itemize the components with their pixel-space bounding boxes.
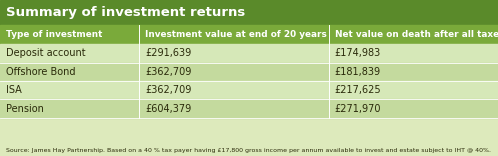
Text: £271,970: £271,970 [335, 104, 381, 114]
Bar [0, 25, 139, 44]
Text: Net value on death after all taxes: Net value on death after all taxes [335, 30, 498, 39]
Text: £291,639: £291,639 [145, 48, 192, 58]
Bar [139, 44, 329, 63]
Text: Deposit account: Deposit account [6, 48, 86, 58]
Text: Investment value at end of 20 years: Investment value at end of 20 years [145, 30, 327, 39]
Bar [0, 44, 139, 63]
Bar [329, 81, 498, 99]
Bar [139, 99, 329, 118]
Text: £174,983: £174,983 [335, 48, 381, 58]
Text: £181,839: £181,839 [335, 67, 381, 77]
Text: Pension: Pension [6, 104, 44, 114]
Text: £362,709: £362,709 [145, 67, 192, 77]
Text: ISA: ISA [6, 85, 22, 95]
Bar [329, 63, 498, 81]
Text: £362,709: £362,709 [145, 85, 192, 95]
Bar [139, 63, 329, 81]
Bar [0, 0, 498, 25]
Bar [329, 44, 498, 63]
Text: Summary of investment returns: Summary of investment returns [6, 6, 245, 19]
Text: £217,625: £217,625 [335, 85, 381, 95]
Text: Source: James Hay Partnership. Based on a 40 % tax payer having £17,800 gross in: Source: James Hay Partnership. Based on … [6, 148, 491, 153]
Bar [0, 81, 139, 99]
Bar [0, 63, 139, 81]
Bar [139, 25, 329, 44]
Text: Type of investment: Type of investment [6, 30, 103, 39]
Bar [329, 25, 498, 44]
Bar [0, 144, 498, 156]
Bar [329, 99, 498, 118]
Bar [139, 81, 329, 99]
Text: £604,379: £604,379 [145, 104, 192, 114]
Text: Offshore Bond: Offshore Bond [6, 67, 76, 77]
Bar [0, 99, 139, 118]
